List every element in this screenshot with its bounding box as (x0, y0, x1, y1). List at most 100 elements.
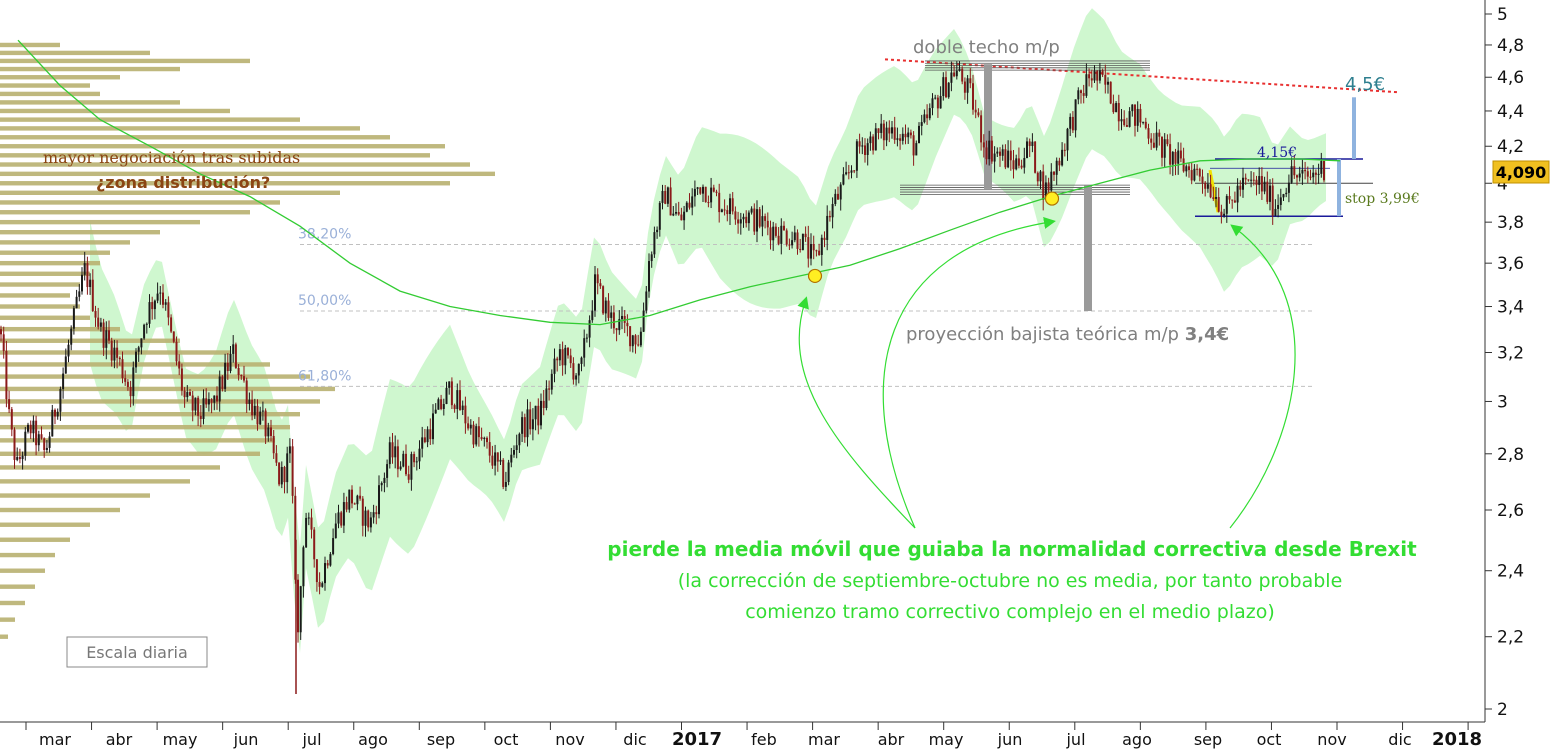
candle-body (807, 237, 810, 259)
candle-body (132, 367, 135, 397)
candle-body (218, 376, 221, 402)
arrow-to-sep-low (1229, 224, 1296, 529)
candle-body (191, 395, 194, 411)
candle-body (1131, 104, 1134, 112)
candle-body (264, 410, 267, 437)
candle-body (788, 244, 791, 246)
candle-body (1012, 160, 1015, 170)
double-top-label: doble techo m/p (913, 37, 1060, 58)
candle-body (369, 517, 372, 528)
main-comment-line-2: (la corrección de septiembre-octubre no … (678, 570, 1343, 592)
candle-body (1317, 173, 1320, 175)
candle-body (1201, 176, 1204, 183)
candle-body (1101, 70, 1104, 75)
candle-body (567, 347, 569, 356)
candle-body (491, 455, 494, 466)
candle-body (750, 208, 753, 213)
candle-body (513, 450, 515, 455)
candle-body (329, 554, 332, 566)
y-tick-label: 2,4 (1497, 562, 1524, 582)
candle-body (1026, 141, 1028, 158)
height-bar (984, 64, 992, 189)
candle-body (221, 376, 224, 389)
candle-body (1031, 141, 1034, 146)
profile-bar (0, 634, 8, 639)
candle-body (1082, 93, 1085, 96)
candle-body (839, 184, 842, 200)
candle-body (210, 399, 213, 403)
candle-body (1296, 175, 1298, 178)
candle-body (1244, 177, 1247, 180)
candle-body (504, 482, 507, 487)
candle-body (669, 187, 672, 216)
candle-body (602, 286, 605, 314)
candle-body (785, 230, 788, 245)
candle-body (874, 128, 877, 151)
candle-body (86, 263, 89, 288)
candle-body (615, 328, 618, 331)
candle-body (1120, 119, 1123, 122)
x-tick-label: abr (878, 730, 905, 749)
candle-body (13, 429, 16, 460)
profile-bar (0, 293, 70, 298)
candle-body (882, 123, 885, 141)
candle-body (135, 351, 137, 368)
x-tick-label: oct (494, 730, 519, 749)
candle-body (988, 140, 991, 160)
candle-body (990, 140, 993, 162)
candle-body (1139, 108, 1142, 123)
candlesticks (0, 61, 1325, 694)
candle-body (901, 133, 904, 141)
candle-body (1053, 171, 1055, 175)
candle-body (91, 279, 94, 312)
distribution-line-1: mayor negociación tras subidas (43, 148, 300, 167)
candle-body (170, 317, 173, 332)
candle-body (810, 244, 812, 259)
candle-body (1279, 197, 1282, 205)
ma-touch-marker (1044, 191, 1060, 206)
candle-body (234, 344, 237, 368)
candle-body (434, 409, 437, 414)
candle-body (1015, 158, 1018, 170)
candle-body (1061, 149, 1064, 166)
candle-body (180, 368, 183, 391)
candle-body (1112, 103, 1115, 113)
candle-body (726, 210, 729, 215)
ma-touch-marker (807, 268, 823, 284)
sma-line (17, 39, 1341, 326)
candle-body (693, 188, 696, 197)
candle-body (1125, 125, 1128, 127)
candle-body (880, 123, 883, 133)
candle-body (1196, 168, 1199, 170)
candle-body (432, 413, 434, 440)
candle-body (1263, 181, 1266, 192)
candle-body (275, 453, 278, 463)
profile-bar (0, 522, 90, 527)
y-tick-label: 2,6 (1497, 501, 1524, 521)
candle-body (974, 109, 977, 113)
candle-body (167, 302, 170, 318)
candle-body (54, 409, 56, 417)
candle-body (664, 190, 667, 204)
candle-body (437, 399, 440, 410)
candle-body (1104, 74, 1107, 85)
candle-body (958, 68, 961, 71)
candle-body (804, 233, 807, 238)
candle-body (645, 291, 648, 311)
candle-body (189, 392, 191, 396)
candle-body (361, 498, 364, 526)
candle-body (826, 215, 829, 240)
candle-body (796, 232, 799, 249)
y-tick-label: 4,4 (1497, 102, 1524, 122)
candle-body (232, 344, 235, 354)
candle-body (364, 510, 367, 526)
candle-body (1117, 103, 1120, 122)
fibonacci-levels: 38,20% 50,00% 61,80% (298, 226, 1315, 387)
candle-body (534, 405, 537, 420)
candle-body (1301, 169, 1304, 174)
candle-body (475, 426, 478, 445)
candle-body (388, 442, 391, 465)
candle-body (526, 409, 529, 438)
candle-body (961, 68, 964, 82)
candle-body (407, 474, 410, 480)
